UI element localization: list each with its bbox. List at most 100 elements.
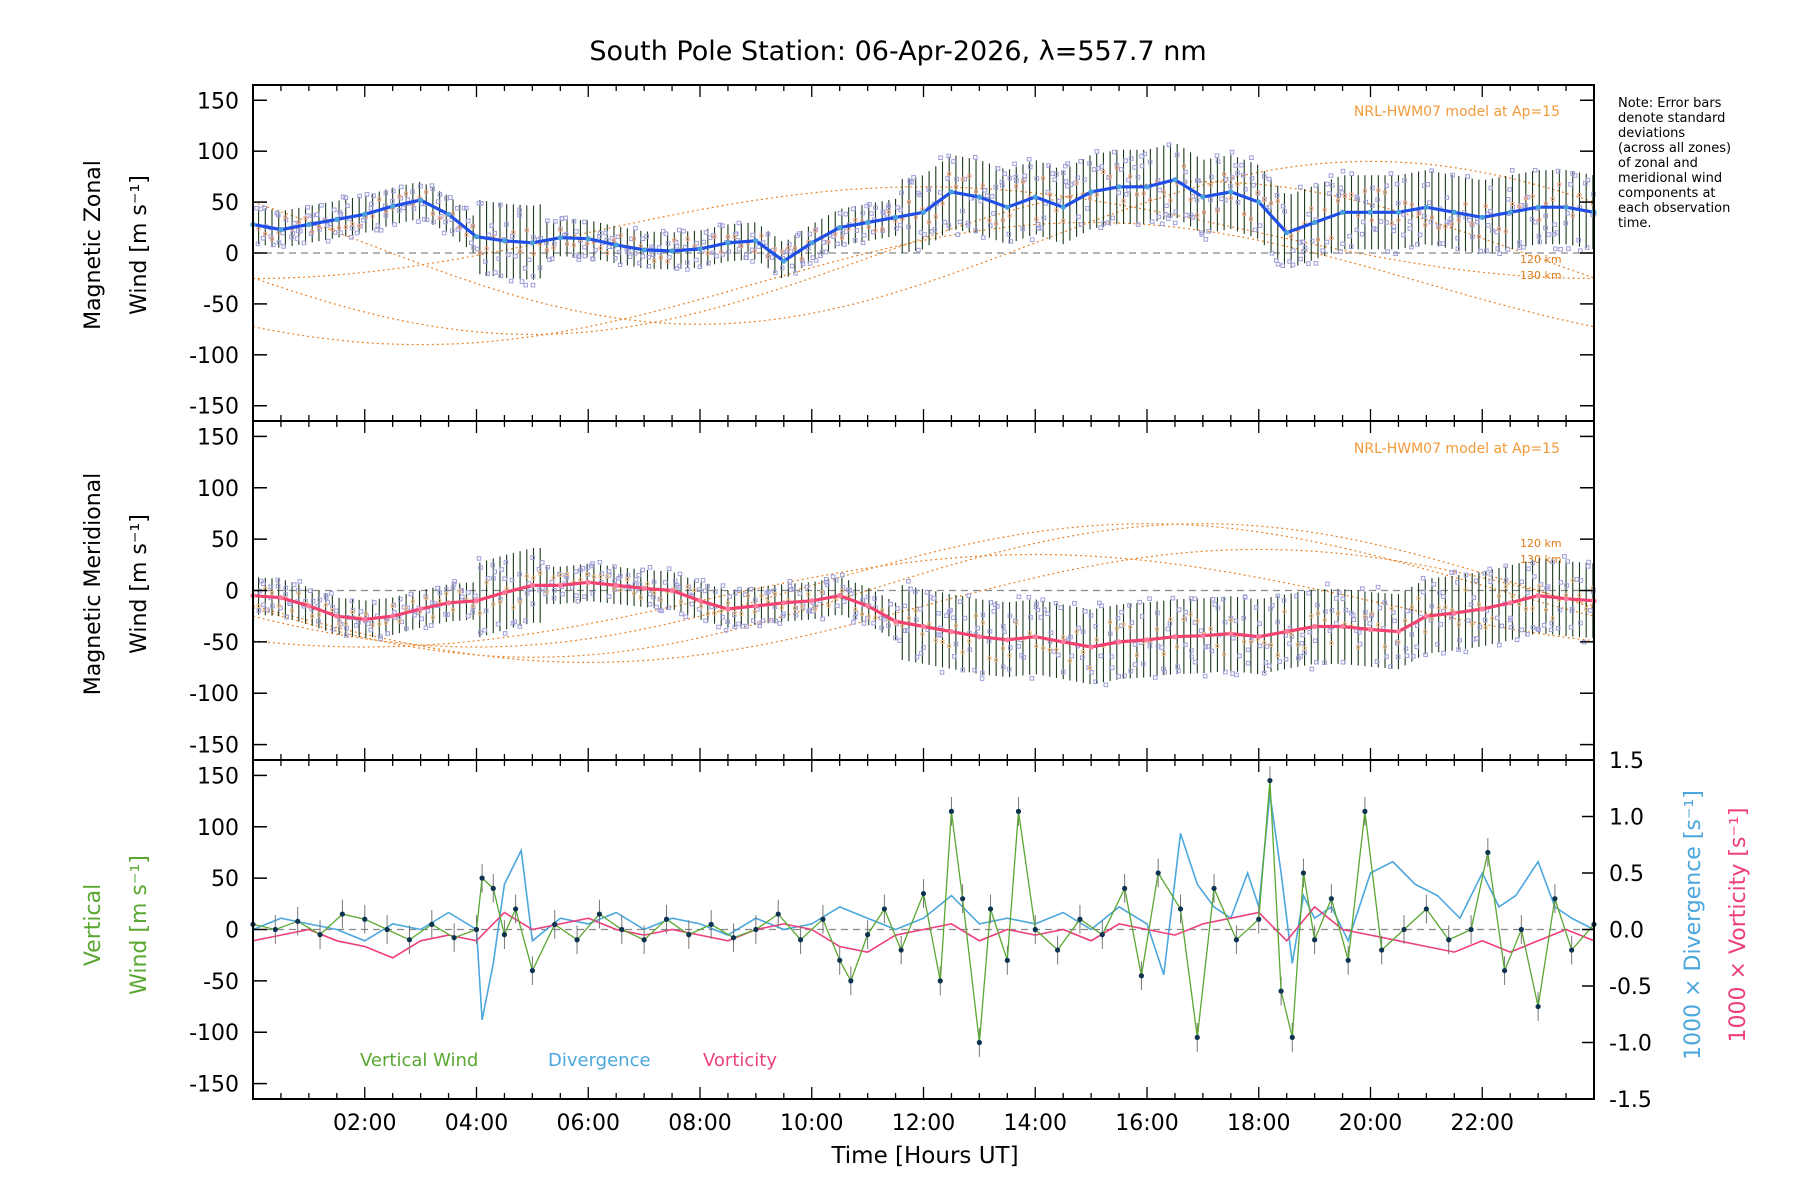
zone-observation-point xyxy=(924,589,930,595)
zone-observation-point xyxy=(807,261,813,266)
zone-observation-point xyxy=(1578,578,1584,583)
zone-observation-point xyxy=(330,227,335,232)
zone-observation-point xyxy=(484,246,489,251)
zone-observation-point xyxy=(1014,178,1019,184)
zone-observation-point xyxy=(1176,668,1181,674)
zone-observation-point xyxy=(637,582,643,587)
zone-observation-point xyxy=(736,621,741,627)
zone-observation-point xyxy=(633,577,639,582)
zone-observation-point xyxy=(1478,248,1484,254)
zone-observation-point xyxy=(913,617,919,622)
zone-observation-point xyxy=(1333,596,1339,601)
zone-observation-point xyxy=(1574,577,1580,582)
zone-observation-point xyxy=(1235,182,1240,187)
mean-point xyxy=(1284,628,1290,635)
zone-observation-point xyxy=(1289,632,1294,637)
zone-observation-point xyxy=(504,586,509,591)
y-tick-label: -100 xyxy=(189,1021,239,1046)
zone-observation-point xyxy=(752,597,758,603)
zone-observation-point xyxy=(931,596,937,601)
y-tick-label: 100 xyxy=(197,816,239,841)
zone-observation-point xyxy=(505,252,511,257)
zone-observation-point xyxy=(1042,607,1047,612)
x-tick-label: 08:00 xyxy=(668,1111,731,1136)
zone-observation-point xyxy=(1233,163,1239,168)
zone-observation-point xyxy=(1384,183,1389,189)
zone-observation-point xyxy=(509,577,515,583)
zone-observation-point xyxy=(1076,625,1081,631)
zone-observation-point xyxy=(485,575,491,581)
zone-observation-point xyxy=(1235,170,1240,176)
zone-observation-point xyxy=(703,230,709,235)
zone-observation-point xyxy=(750,232,755,238)
zone-observation-point xyxy=(1394,181,1400,187)
mean-point xyxy=(1116,639,1122,645)
zone-observation-point xyxy=(1106,220,1112,225)
zone-observation-point xyxy=(1416,596,1421,601)
zone-observation-point xyxy=(1210,596,1216,602)
zone-observation-point xyxy=(632,591,637,596)
zone-observation-point xyxy=(316,619,321,624)
zone-observation-point xyxy=(1530,560,1535,566)
zone-observation-point xyxy=(1275,593,1281,599)
zone-observation-point xyxy=(1423,223,1428,228)
zone-observation-point xyxy=(988,599,994,605)
zone-observation-point xyxy=(1170,595,1176,601)
vertical-wind-point xyxy=(1446,937,1452,943)
zone-observation-point xyxy=(1202,673,1208,679)
zone-observation-point xyxy=(1530,194,1535,199)
y-tick-label: -150 xyxy=(189,734,239,759)
zone-observation-point xyxy=(897,222,903,228)
zone-observation-point xyxy=(995,166,1001,171)
mean-point xyxy=(920,623,927,630)
mean-point xyxy=(669,248,675,254)
note-line: denote standard xyxy=(1618,111,1725,126)
mean-point xyxy=(1172,634,1178,640)
mean-point xyxy=(1172,177,1178,183)
zone-observation-point xyxy=(980,235,986,240)
zone-observation-point xyxy=(1465,618,1471,623)
zone-observation-point xyxy=(1384,220,1389,225)
zone-observation-point xyxy=(1322,207,1327,212)
zone-observation-point xyxy=(757,623,762,629)
zone-observation-point xyxy=(1022,173,1028,179)
zone-observation-point xyxy=(804,584,810,590)
zone-observation-point xyxy=(289,234,294,240)
zone-observation-point xyxy=(526,257,532,263)
zone-observation-point xyxy=(1395,654,1401,660)
zone-observation-point xyxy=(544,218,550,224)
vertical-wind-point xyxy=(1401,926,1407,933)
zone-observation-point xyxy=(1322,618,1327,623)
zone-observation-point xyxy=(694,240,699,246)
zone-observation-point xyxy=(378,227,384,233)
vertical-wind-point xyxy=(429,921,435,927)
zone-observation-point xyxy=(752,249,757,254)
zone-observation-point xyxy=(531,575,536,580)
zone-observation-point xyxy=(305,204,310,210)
zone-observation-point xyxy=(1523,203,1528,208)
zone-observation-point xyxy=(905,628,910,633)
zone-observation-point xyxy=(960,177,965,182)
zone-observation-point xyxy=(773,618,778,624)
zone-observation-point xyxy=(323,603,328,608)
zone-observation-point xyxy=(1061,170,1066,176)
zone-observation-point xyxy=(1396,218,1401,223)
zone-observation-point xyxy=(1410,654,1416,659)
zone-observation-point xyxy=(800,261,806,267)
panel-1: 150 100 50 0 -50 -100 -150 xyxy=(189,420,1597,761)
zone-observation-point xyxy=(1206,229,1211,234)
zone-observation-point xyxy=(451,608,456,613)
zone-observation-point xyxy=(666,605,671,611)
zone-observation-point xyxy=(982,187,988,193)
zone-observation-point xyxy=(1046,163,1052,168)
zone-observation-point xyxy=(991,211,996,216)
zone-observation-point xyxy=(1295,642,1300,647)
zone-observation-point xyxy=(437,216,442,221)
zone-observation-point xyxy=(750,259,755,264)
zone-observation-point xyxy=(1016,594,1022,600)
zone-observation-point xyxy=(344,633,349,638)
zone-observation-point xyxy=(1203,237,1209,242)
y-tick-label: -50 xyxy=(203,293,239,318)
zone-observation-point xyxy=(1088,196,1093,201)
zone-observation-point xyxy=(1269,603,1275,608)
